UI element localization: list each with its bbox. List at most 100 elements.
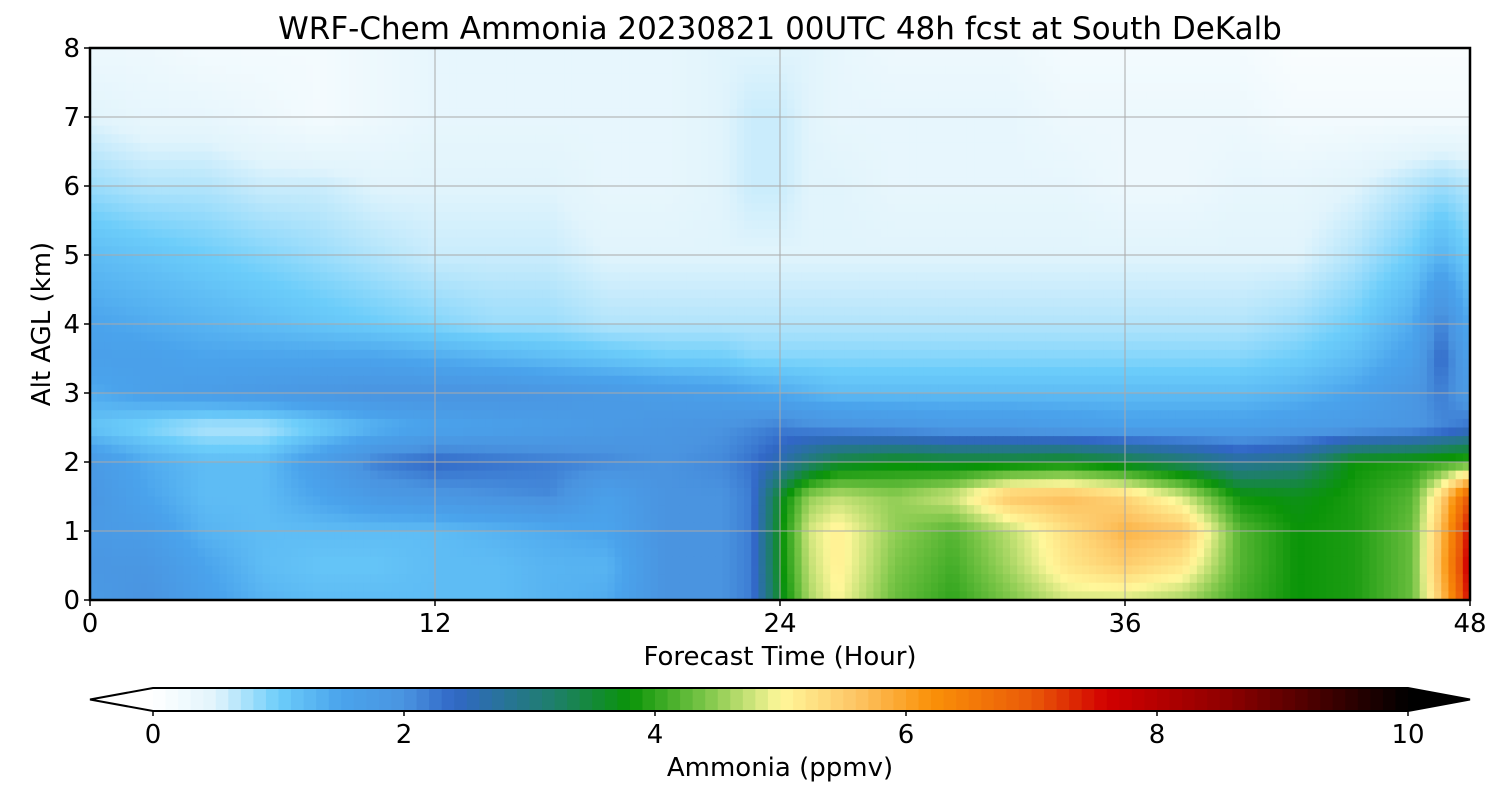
heatmap-cell [895, 142, 903, 153]
heatmap-cell [966, 82, 975, 92]
heatmap-cell [341, 194, 350, 204]
heatmap-cell [1275, 160, 1284, 170]
heatmap-cell [97, 237, 105, 247]
heatmap-cell [1434, 203, 1442, 213]
heatmap-cell [1024, 255, 1033, 265]
heatmap-cell [550, 246, 558, 256]
heatmap-cell [859, 237, 867, 247]
heatmap-cell [751, 168, 760, 178]
heatmap-cell [916, 220, 925, 230]
heatmap-cell [1204, 229, 1212, 239]
heatmap-cell [1283, 65, 1291, 75]
heatmap-cell [1067, 168, 1076, 178]
heatmap-cell [988, 56, 997, 66]
heatmap-cell [564, 186, 573, 196]
heatmap-cell [499, 203, 508, 213]
heatmap-cell [1117, 263, 1126, 273]
heatmap-cell [406, 91, 415, 101]
heatmap-cell [736, 82, 745, 92]
heatmap-cell [205, 91, 213, 101]
heatmap-cell [815, 194, 824, 204]
heatmap-cell [1376, 134, 1385, 144]
heatmap-cell [873, 246, 882, 256]
heatmap-cell [399, 65, 407, 75]
heatmap-cell [442, 99, 450, 109]
heatmap-cell [355, 125, 364, 135]
heatmap-cell [715, 220, 724, 230]
heatmap-cell [363, 229, 371, 239]
heatmap-cell [456, 220, 465, 230]
heatmap-cell [758, 82, 767, 92]
heatmap-cell [420, 117, 429, 127]
heatmap-cell [1319, 56, 1327, 66]
heatmap-cell [111, 56, 120, 66]
heatmap-cell [1010, 229, 1018, 239]
heatmap-cell [269, 220, 278, 230]
heatmap-cell [844, 194, 853, 204]
heatmap-cell [291, 65, 300, 75]
heatmap-cell [377, 65, 386, 75]
heatmap-cell [952, 211, 961, 222]
heatmap-cell [1010, 56, 1018, 66]
heatmap-cell [851, 168, 860, 178]
heatmap-cell [1096, 186, 1105, 196]
heatmap-cell [399, 117, 407, 127]
heatmap-cell [406, 211, 415, 222]
heatmap-cell [1067, 237, 1076, 247]
heatmap-cell [219, 220, 228, 230]
heatmap-cell [1268, 91, 1277, 101]
heatmap-cell [945, 142, 954, 153]
heatmap-cell [859, 91, 867, 101]
heatmap-cell [593, 117, 601, 127]
heatmap-cell [808, 168, 817, 178]
heatmap-cell [1362, 168, 1370, 178]
heatmap-cell [190, 194, 199, 204]
heatmap-cell [859, 48, 867, 58]
heatmap-cell [909, 151, 918, 161]
heatmap-cell [1017, 229, 1025, 239]
heatmap-cell [801, 203, 810, 213]
heatmap-cell [629, 117, 637, 127]
heatmap-cell [111, 211, 120, 222]
heatmap-cell [981, 220, 990, 230]
heatmap-cell [161, 186, 170, 196]
heatmap-cell [499, 194, 508, 204]
heatmap-cell [1362, 125, 1370, 135]
heatmap-cell [298, 194, 307, 204]
heatmap-cell [1462, 91, 1471, 101]
heatmap-cell [1010, 91, 1018, 101]
heatmap-cell [1081, 48, 1090, 58]
heatmap-cell [801, 91, 810, 101]
heatmap-cell [499, 65, 508, 75]
heatmap-cell [1153, 177, 1162, 187]
heatmap-cell [470, 91, 479, 101]
heatmap-cell [1240, 108, 1248, 118]
heatmap-cell [255, 117, 264, 127]
heatmap-cell [837, 246, 846, 256]
heatmap-cell [435, 142, 443, 153]
heatmap-cell [1254, 203, 1263, 213]
heatmap-cell [1434, 91, 1442, 101]
heatmap-cell [1010, 203, 1018, 213]
heatmap-cell [176, 125, 185, 135]
heatmap-cell [240, 229, 249, 239]
heatmap-cell [262, 246, 271, 256]
heatmap-cell [492, 65, 501, 75]
heatmap-cell [657, 186, 666, 196]
heatmap-cell [930, 91, 939, 101]
heatmap-cell [97, 246, 105, 256]
heatmap-cell [276, 108, 285, 118]
heatmap-cell [1311, 99, 1320, 109]
heatmap-cell [1146, 211, 1155, 222]
heatmap-cell [1240, 246, 1248, 256]
heatmap-cell [1175, 134, 1184, 144]
heatmap-cell [478, 56, 486, 66]
heatmap-cell [485, 82, 494, 92]
heatmap-cell [1232, 142, 1241, 153]
heatmap-cell [859, 73, 867, 84]
heatmap-cell [125, 56, 134, 66]
heatmap-cell [133, 255, 141, 265]
heatmap-cell [118, 211, 127, 222]
heatmap-cell [269, 73, 278, 84]
heatmap-cell [104, 73, 113, 84]
